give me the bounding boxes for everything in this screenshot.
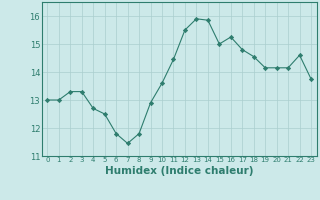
X-axis label: Humidex (Indice chaleur): Humidex (Indice chaleur) bbox=[105, 166, 253, 176]
